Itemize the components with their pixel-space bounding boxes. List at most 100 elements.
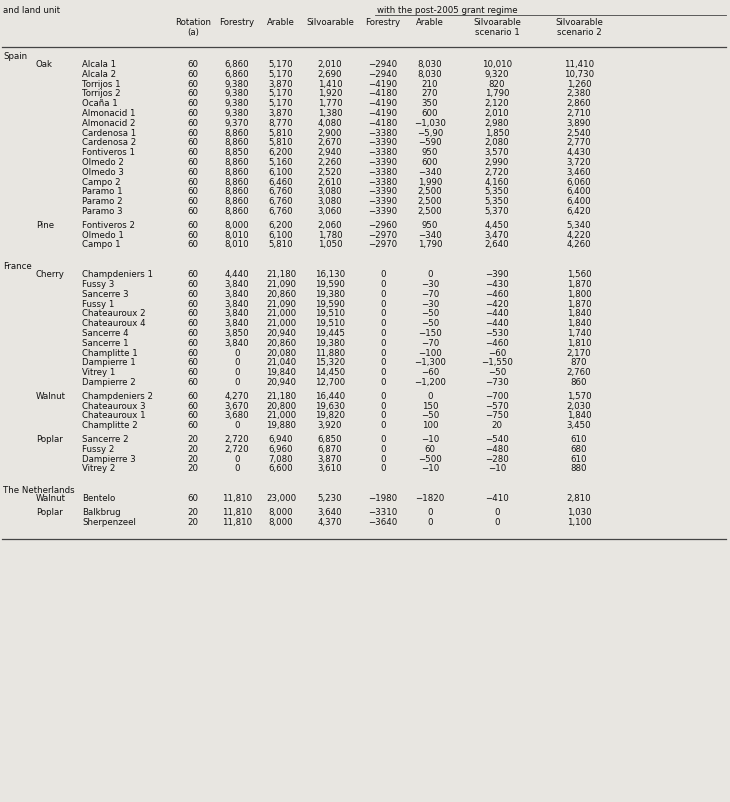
Text: with the post-2005 grant regime: with the post-2005 grant regime <box>377 6 518 15</box>
Text: 150: 150 <box>422 401 438 410</box>
Text: 0: 0 <box>380 378 385 387</box>
Text: 0: 0 <box>380 454 385 463</box>
Text: 3,850: 3,850 <box>225 329 250 338</box>
Text: 1,260: 1,260 <box>566 79 591 88</box>
Text: 2,500: 2,500 <box>418 187 442 196</box>
Text: 4,370: 4,370 <box>318 517 342 526</box>
Text: 5,160: 5,160 <box>269 158 293 167</box>
Text: Ocaña 1: Ocaña 1 <box>82 99 118 108</box>
Text: 15,320: 15,320 <box>315 358 345 367</box>
Text: 0: 0 <box>234 378 239 387</box>
Text: −2970: −2970 <box>369 230 398 239</box>
Text: 1,870: 1,870 <box>566 299 591 308</box>
Text: Walnut: Walnut <box>36 391 66 400</box>
Text: Dampierre 1: Dampierre 1 <box>82 358 136 367</box>
Text: 8,000: 8,000 <box>269 508 293 516</box>
Text: 3,920: 3,920 <box>318 421 342 430</box>
Text: Cherry: Cherry <box>36 269 65 279</box>
Text: 7,080: 7,080 <box>269 454 293 463</box>
Text: Almonacid 2: Almonacid 2 <box>82 119 136 128</box>
Text: −70: −70 <box>421 290 439 298</box>
Text: 820: 820 <box>489 79 505 88</box>
Text: 60: 60 <box>188 79 199 88</box>
Text: 60: 60 <box>188 493 199 503</box>
Text: −430: −430 <box>485 280 509 289</box>
Text: 60: 60 <box>188 329 199 338</box>
Text: 4,160: 4,160 <box>485 177 510 186</box>
Text: 6,860: 6,860 <box>225 60 250 69</box>
Text: −420: −420 <box>485 299 509 308</box>
Text: 5,810: 5,810 <box>269 128 293 137</box>
Text: 0: 0 <box>380 435 385 444</box>
Text: 3,670: 3,670 <box>225 401 250 410</box>
Text: 60: 60 <box>188 128 199 137</box>
Text: 3,680: 3,680 <box>225 411 250 420</box>
Text: Chateauroux 2: Chateauroux 2 <box>82 309 145 318</box>
Text: 0: 0 <box>380 368 385 377</box>
Text: 4,270: 4,270 <box>225 391 250 400</box>
Text: 8,770: 8,770 <box>269 119 293 128</box>
Text: 8,850: 8,850 <box>225 148 250 157</box>
Text: −4190: −4190 <box>369 79 398 88</box>
Text: 3,570: 3,570 <box>485 148 510 157</box>
Text: Cardenosa 1: Cardenosa 1 <box>82 128 137 137</box>
Text: −440: −440 <box>485 309 509 318</box>
Text: 1,740: 1,740 <box>566 329 591 338</box>
Text: 0: 0 <box>427 391 433 400</box>
Text: 16,440: 16,440 <box>315 391 345 400</box>
Text: 20: 20 <box>491 421 502 430</box>
Text: 0: 0 <box>380 421 385 430</box>
Text: 2,980: 2,980 <box>485 119 510 128</box>
Text: 2,610: 2,610 <box>318 177 342 186</box>
Text: 1,570: 1,570 <box>566 391 591 400</box>
Text: −4180: −4180 <box>369 119 398 128</box>
Text: 3,840: 3,840 <box>225 280 250 289</box>
Text: 2,770: 2,770 <box>566 138 591 148</box>
Text: 11,810: 11,810 <box>222 508 252 516</box>
Text: 8,860: 8,860 <box>225 128 250 137</box>
Text: 8,000: 8,000 <box>225 221 250 229</box>
Text: −100: −100 <box>418 348 442 357</box>
Text: 1,810: 1,810 <box>566 338 591 347</box>
Text: −1,550: −1,550 <box>481 358 513 367</box>
Text: Sancerre 3: Sancerre 3 <box>82 290 128 298</box>
Text: 60: 60 <box>188 109 199 118</box>
Text: 9,370: 9,370 <box>225 119 249 128</box>
Text: Olmedo 2: Olmedo 2 <box>82 158 124 167</box>
Text: 0: 0 <box>380 401 385 410</box>
Text: Fontiveros 2: Fontiveros 2 <box>82 221 135 229</box>
Text: Sancerre 4: Sancerre 4 <box>82 329 128 338</box>
Text: 60: 60 <box>188 119 199 128</box>
Text: Olmedo 3: Olmedo 3 <box>82 168 124 176</box>
Text: Silvoarable
scenario 2: Silvoarable scenario 2 <box>555 18 603 38</box>
Text: 60: 60 <box>188 411 199 420</box>
Text: 60: 60 <box>188 89 199 99</box>
Text: 2,760: 2,760 <box>566 368 591 377</box>
Text: 10,010: 10,010 <box>482 60 512 69</box>
Text: 6,460: 6,460 <box>269 177 293 186</box>
Text: −730: −730 <box>485 378 509 387</box>
Text: 2,990: 2,990 <box>485 158 510 167</box>
Text: −340: −340 <box>418 230 442 239</box>
Text: Balkbrug: Balkbrug <box>82 508 120 516</box>
Text: Arable: Arable <box>416 18 444 27</box>
Text: −3380: −3380 <box>369 148 398 157</box>
Text: 2,640: 2,640 <box>485 240 510 249</box>
Text: Poplar: Poplar <box>36 435 63 444</box>
Text: 2,810: 2,810 <box>566 493 591 503</box>
Text: 0: 0 <box>234 421 239 430</box>
Text: 60: 60 <box>188 421 199 430</box>
Text: −460: −460 <box>485 290 509 298</box>
Text: Forestry: Forestry <box>220 18 255 27</box>
Text: 11,880: 11,880 <box>315 348 345 357</box>
Text: 3,450: 3,450 <box>566 421 591 430</box>
Text: 6,200: 6,200 <box>269 221 293 229</box>
Text: Sancerre 2: Sancerre 2 <box>82 435 128 444</box>
Text: −4190: −4190 <box>369 99 398 108</box>
Text: 0: 0 <box>380 329 385 338</box>
Text: 8,860: 8,860 <box>225 207 250 216</box>
Text: Campo 1: Campo 1 <box>82 240 120 249</box>
Text: 4,430: 4,430 <box>566 148 591 157</box>
Text: Arable: Arable <box>267 18 295 27</box>
Text: Oak: Oak <box>36 60 53 69</box>
